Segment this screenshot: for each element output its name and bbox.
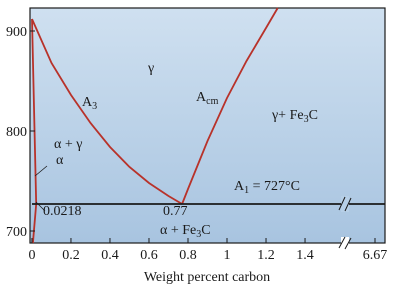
annotation: α bbox=[56, 153, 64, 168]
y-tick-label: 800 bbox=[6, 125, 27, 140]
leader-line bbox=[34, 165, 48, 177]
x-tick-label: 1.4 bbox=[296, 248, 314, 263]
leader-line bbox=[35, 201, 46, 212]
x-tick-label: 0 bbox=[28, 248, 35, 263]
annotation: A3 bbox=[82, 95, 97, 112]
plot-area bbox=[29, 7, 386, 244]
x-tick-label: 0.8 bbox=[179, 248, 197, 263]
annotation-part: α + γ bbox=[54, 137, 82, 152]
annotation-part: A bbox=[82, 95, 93, 110]
annotation-part: A bbox=[196, 90, 207, 105]
curve bbox=[181, 7, 279, 205]
axis-break bbox=[341, 237, 349, 249]
annotation-part: α + Fe bbox=[160, 223, 196, 238]
x-axis-label: Weight percent carbon bbox=[144, 270, 270, 285]
x-tick-label: 0.4 bbox=[101, 248, 119, 263]
x-tick-label: 1.2 bbox=[257, 248, 275, 263]
annotation-part: 0.0218 bbox=[43, 204, 82, 219]
annotation-part: = 727°C bbox=[249, 179, 300, 194]
x-tick-label: 0.2 bbox=[62, 248, 80, 263]
axis-break bbox=[341, 196, 349, 212]
annotation-part: 1 bbox=[244, 185, 249, 196]
annotation-part: α bbox=[56, 153, 64, 168]
y-tick-label: 700 bbox=[6, 225, 27, 240]
x-tick-label: 0.6 bbox=[140, 248, 158, 263]
annotation: 0.0218 bbox=[43, 204, 82, 219]
annotation: A1 = 727°C bbox=[234, 179, 300, 196]
annotation-part: 3 bbox=[304, 114, 309, 125]
x-tick-label: 1 bbox=[224, 248, 231, 263]
annotation: Acm bbox=[196, 90, 219, 107]
x-tick-label: 6.67 bbox=[363, 248, 388, 263]
annotation-part: cm bbox=[206, 96, 218, 107]
annotation-part: 3 bbox=[196, 229, 201, 240]
annotation: γ bbox=[147, 61, 154, 76]
axis-break bbox=[338, 236, 352, 250]
annotation-part: C bbox=[201, 223, 210, 238]
annotation-part: 0.77 bbox=[163, 204, 188, 219]
y-tick-label: 900 bbox=[6, 25, 27, 40]
annotation-part: γ+ Fe bbox=[271, 108, 304, 123]
annotation-part: A bbox=[234, 179, 245, 194]
annotation-part: γ bbox=[147, 61, 154, 76]
annotation-part: C bbox=[309, 108, 318, 123]
annotation-part: 3 bbox=[92, 101, 97, 112]
annotation: α + Fe3C bbox=[160, 223, 211, 240]
annotation: γ+ Fe3C bbox=[271, 108, 318, 125]
curve bbox=[31, 18, 183, 205]
annotation: 0.77 bbox=[163, 204, 188, 219]
annotation: α + γ bbox=[54, 137, 82, 152]
axis-break bbox=[338, 196, 352, 212]
